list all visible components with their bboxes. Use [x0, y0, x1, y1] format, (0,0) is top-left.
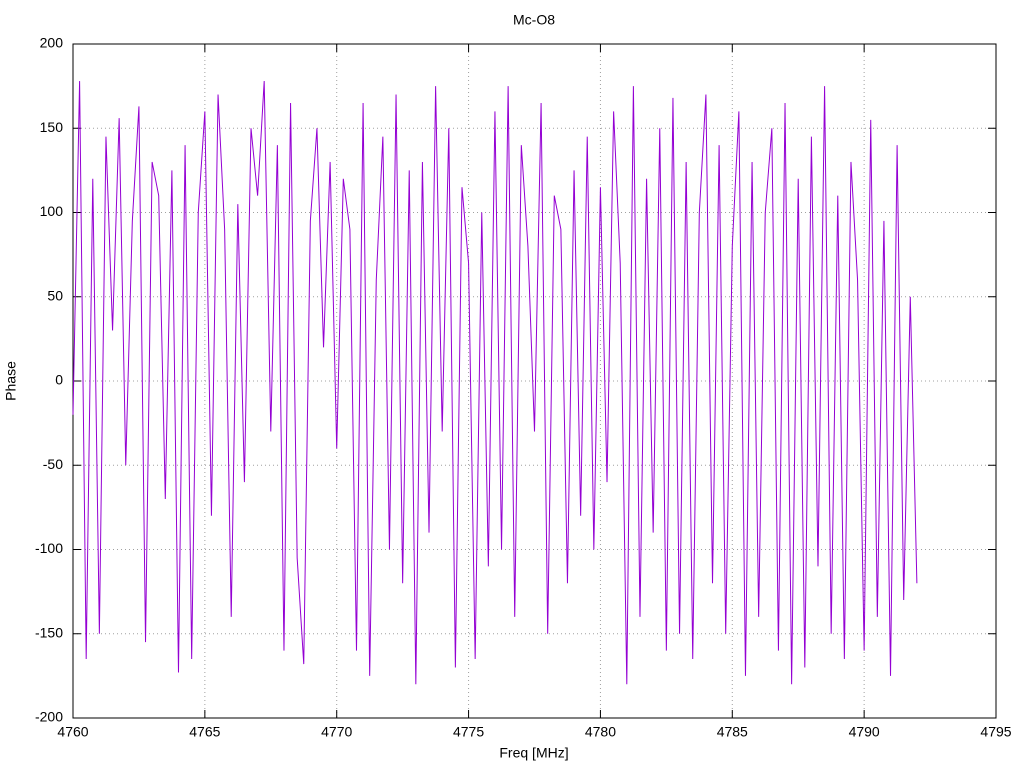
- y-tick-label: 0: [55, 372, 63, 388]
- y-tick-label: -150: [35, 624, 63, 640]
- y-tick-label: -50: [43, 456, 63, 472]
- x-tick-label: 4765: [189, 724, 220, 740]
- y-axis-label: Phase: [3, 361, 19, 401]
- y-tick-label: 150: [40, 119, 64, 135]
- x-tick-label: 4790: [849, 724, 880, 740]
- x-tick-label: 4760: [57, 724, 88, 740]
- y-tick-label: -200: [35, 709, 63, 725]
- x-tick-label: 4795: [980, 724, 1011, 740]
- x-axis-label: Freq [MHz]: [499, 745, 568, 761]
- y-tick-label: 200: [40, 35, 64, 51]
- x-tick-label: 4770: [321, 724, 352, 740]
- chart-title: Mc-O8: [513, 12, 555, 28]
- y-tick-label: -100: [35, 540, 63, 556]
- x-tick-label: 4780: [585, 724, 616, 740]
- plot-border: [72, 43, 997, 719]
- x-tick-label: 4785: [717, 724, 748, 740]
- y-tick-label: 50: [47, 287, 63, 303]
- y-tick-label: 100: [40, 203, 64, 219]
- x-tick-label: 4775: [453, 724, 484, 740]
- data-line: [72, 81, 918, 685]
